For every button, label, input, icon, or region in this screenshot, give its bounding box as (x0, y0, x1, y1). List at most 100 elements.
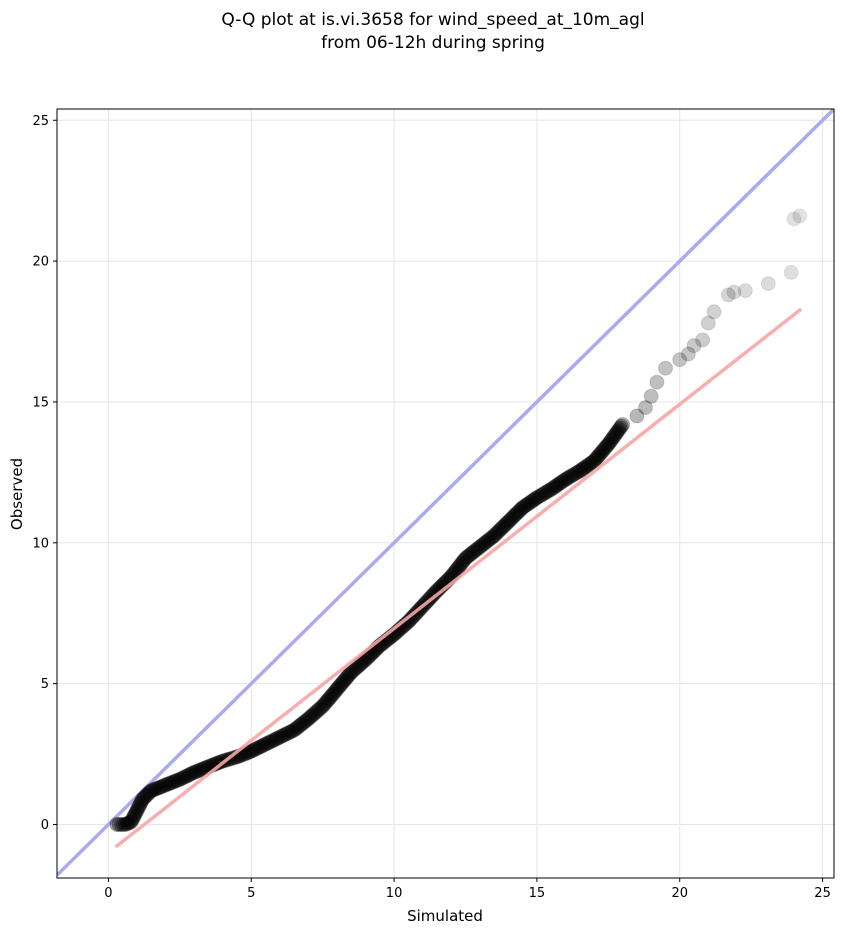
data-point (533, 488, 548, 504)
data-point (455, 554, 471, 570)
data-point (338, 671, 354, 686)
data-point (149, 781, 165, 797)
data-point (483, 530, 499, 546)
data-point (596, 441, 612, 457)
data-point (554, 474, 570, 490)
data-point (288, 721, 304, 737)
data-point (139, 787, 155, 803)
data-point (324, 687, 340, 703)
data-point (132, 797, 148, 813)
data-point (261, 734, 277, 750)
data-point (133, 795, 149, 811)
y-axis-label: Observed (8, 458, 26, 530)
data-point (211, 755, 227, 770)
data-point (672, 352, 688, 368)
data-point (481, 532, 497, 547)
chart-subtitle: from 06-12h during spring (321, 33, 545, 53)
data-point (524, 493, 540, 509)
y-tick-label: 10 (32, 536, 49, 551)
data-point (545, 480, 561, 496)
data-point (321, 691, 337, 706)
data-point (470, 540, 486, 556)
data-point (341, 667, 357, 683)
data-point (585, 454, 600, 470)
data-point (351, 657, 367, 673)
data-point (538, 484, 554, 500)
data-point (472, 539, 488, 555)
data-point (136, 790, 152, 806)
data-point (258, 736, 273, 752)
data-point (465, 544, 481, 560)
data-point (499, 515, 515, 531)
data-point (154, 779, 170, 794)
data-point (508, 507, 523, 523)
data-point (310, 702, 326, 718)
data-point (129, 802, 145, 818)
data-point (536, 486, 552, 501)
data-point (332, 678, 347, 694)
data-point (312, 701, 327, 717)
data-point (111, 817, 127, 832)
data-point (323, 689, 338, 705)
data-point (454, 555, 470, 571)
data-point (195, 761, 211, 777)
data-point (502, 512, 518, 528)
data-point (726, 284, 742, 300)
data-point (120, 815, 136, 831)
data-point (143, 783, 159, 799)
data-point (600, 436, 616, 452)
data-point (335, 674, 351, 690)
data-point (346, 662, 362, 678)
data-point (556, 473, 572, 488)
data-point (317, 695, 333, 711)
data-point (242, 744, 257, 760)
data-point (263, 734, 279, 750)
data-point (518, 497, 534, 513)
data-point (513, 501, 529, 517)
y-tick-label: 20 (32, 255, 49, 270)
data-point (172, 771, 188, 787)
data-point (602, 435, 617, 451)
data-point (307, 705, 323, 721)
data-point (316, 697, 332, 713)
data-point (581, 456, 597, 472)
data-point (256, 737, 272, 753)
data-point (550, 477, 565, 493)
data-point (580, 458, 596, 473)
data-point (150, 780, 166, 796)
data-point (175, 770, 191, 786)
data-point (613, 418, 629, 434)
data-point (478, 534, 494, 550)
data-point (320, 692, 336, 708)
data-point (124, 812, 140, 828)
data-point (531, 489, 547, 505)
data-point (286, 722, 302, 738)
data-point (589, 450, 605, 466)
data-point (686, 338, 702, 354)
data-point (540, 483, 556, 499)
data-point (247, 742, 263, 757)
data-point (548, 478, 564, 494)
data-point (274, 728, 290, 744)
data-point (193, 762, 209, 778)
data-point (325, 686, 341, 702)
data-point (299, 712, 315, 728)
data-point (186, 764, 202, 780)
data-point (161, 776, 177, 792)
data-point (593, 445, 608, 461)
data-point (292, 717, 308, 733)
x-axis: 0 5 10 15 20 25 (104, 878, 831, 901)
data-point (190, 763, 206, 779)
data-point (606, 428, 622, 444)
data-point (118, 817, 134, 832)
data-point (315, 698, 331, 714)
data-point (506, 508, 522, 524)
data-point (760, 276, 776, 292)
data-point (225, 750, 241, 766)
data-point (128, 804, 144, 820)
data-point (570, 464, 586, 480)
data-point (115, 817, 131, 832)
data-point (329, 681, 345, 697)
data-point (291, 718, 307, 734)
data-point (135, 791, 151, 807)
